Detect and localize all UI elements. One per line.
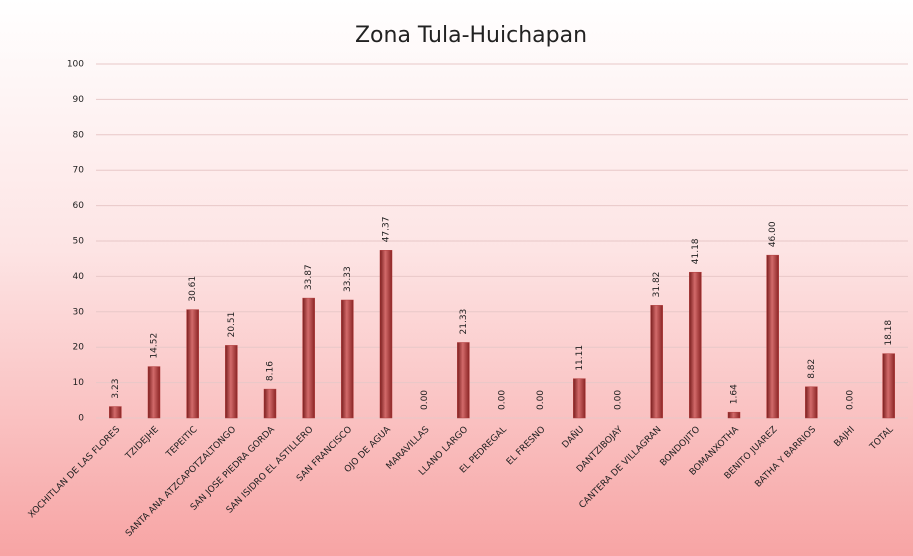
y-tick-label: 60 xyxy=(73,201,85,211)
value-label: 0.00 xyxy=(498,390,508,410)
y-tick-label: 20 xyxy=(73,343,85,353)
value-label: 0.00 xyxy=(846,390,856,410)
value-label: 31.82 xyxy=(652,272,662,298)
value-label: 1.64 xyxy=(730,384,740,404)
value-label: 41.18 xyxy=(691,238,701,264)
y-tick-label: 10 xyxy=(73,378,85,388)
value-label: 8.82 xyxy=(807,359,817,379)
bar xyxy=(457,342,470,419)
value-label: 0.00 xyxy=(614,390,624,410)
value-label: 47.37 xyxy=(382,217,392,243)
bar xyxy=(225,345,238,419)
value-label: 3.23 xyxy=(111,379,121,399)
value-label: 30.61 xyxy=(188,276,198,302)
value-label: 33.33 xyxy=(343,266,353,292)
bar xyxy=(302,297,315,419)
value-label: 18.18 xyxy=(884,320,894,346)
bar xyxy=(186,309,199,419)
y-tick-label: 100 xyxy=(67,60,84,70)
y-tick-label: 70 xyxy=(73,166,85,176)
y-tick-label: 30 xyxy=(73,307,85,317)
value-label: 0.00 xyxy=(536,390,546,410)
bar xyxy=(109,406,122,419)
bar xyxy=(805,386,818,419)
value-label: 11.11 xyxy=(575,345,585,371)
bar xyxy=(727,411,741,419)
bar xyxy=(882,353,895,419)
bar xyxy=(341,299,354,419)
value-label: 14.52 xyxy=(150,333,160,359)
value-label: 46.00 xyxy=(768,221,778,247)
bar xyxy=(689,271,702,419)
bar xyxy=(650,305,663,419)
bar xyxy=(766,254,779,419)
y-tick-label: 90 xyxy=(73,95,85,105)
value-label: 20.51 xyxy=(227,312,237,338)
bar xyxy=(147,366,161,419)
chart-title: Zona Tula-Huichapan xyxy=(355,23,587,48)
bar xyxy=(379,250,393,419)
y-tick-label: 0 xyxy=(78,414,84,424)
value-label: 0.00 xyxy=(420,390,430,410)
y-tick-label: 80 xyxy=(73,130,85,140)
y-tick-label: 40 xyxy=(73,272,85,282)
y-tick-label: 50 xyxy=(73,237,85,247)
value-label: 21.33 xyxy=(459,309,469,335)
value-label: 8.16 xyxy=(266,361,276,381)
bar xyxy=(573,378,586,419)
value-label: 33.87 xyxy=(304,264,314,290)
bar xyxy=(263,388,277,419)
